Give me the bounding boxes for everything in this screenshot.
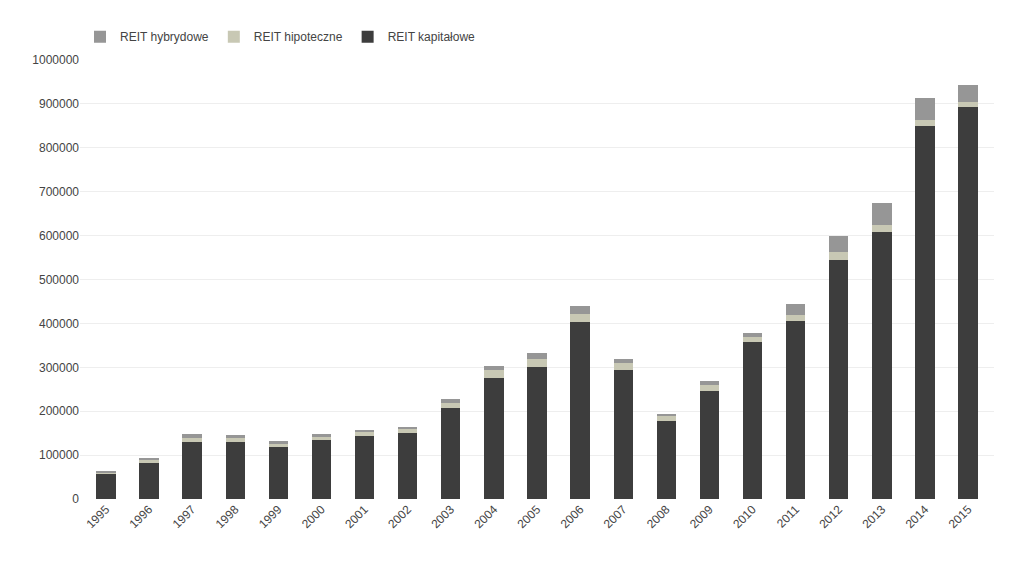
svg-text:2005: 2005 bbox=[515, 502, 544, 531]
svg-text:1999: 1999 bbox=[256, 502, 285, 531]
svg-text:2007: 2007 bbox=[601, 502, 630, 531]
svg-text:2003: 2003 bbox=[428, 502, 457, 531]
svg-text:900000: 900000 bbox=[39, 97, 79, 111]
svg-text:REIT hipoteczne: REIT hipoteczne bbox=[254, 30, 343, 44]
svg-text:2015: 2015 bbox=[946, 502, 975, 531]
svg-text:1998: 1998 bbox=[213, 502, 242, 531]
svg-text:2008: 2008 bbox=[644, 502, 673, 531]
svg-text:400000: 400000 bbox=[39, 317, 79, 331]
svg-text:700000: 700000 bbox=[39, 185, 79, 199]
svg-text:500000: 500000 bbox=[39, 273, 79, 287]
svg-text:0: 0 bbox=[72, 492, 79, 506]
svg-text:2012: 2012 bbox=[816, 502, 845, 531]
svg-text:1996: 1996 bbox=[127, 502, 156, 531]
svg-text:REIT hybrydowe: REIT hybrydowe bbox=[120, 30, 209, 44]
svg-text:1000000: 1000000 bbox=[32, 53, 79, 67]
svg-text:2014: 2014 bbox=[903, 502, 932, 531]
svg-text:2010: 2010 bbox=[730, 502, 759, 531]
svg-text:800000: 800000 bbox=[39, 141, 79, 155]
svg-text:300000: 300000 bbox=[39, 361, 79, 375]
svg-text:2009: 2009 bbox=[687, 502, 716, 531]
svg-text:REIT kapitałowe: REIT kapitałowe bbox=[388, 30, 475, 44]
svg-text:2011: 2011 bbox=[774, 502, 802, 530]
svg-text:2000: 2000 bbox=[299, 502, 328, 531]
svg-text:2002: 2002 bbox=[385, 502, 414, 531]
svg-text:2004: 2004 bbox=[471, 502, 500, 531]
svg-text:2006: 2006 bbox=[558, 502, 587, 531]
svg-text:200000: 200000 bbox=[39, 404, 79, 418]
svg-text:100000: 100000 bbox=[39, 448, 79, 462]
svg-text:2013: 2013 bbox=[859, 502, 888, 531]
svg-text:2001: 2001 bbox=[342, 502, 371, 531]
svg-text:1997: 1997 bbox=[170, 502, 199, 531]
svg-text:600000: 600000 bbox=[39, 229, 79, 243]
svg-text:1995: 1995 bbox=[83, 502, 112, 531]
